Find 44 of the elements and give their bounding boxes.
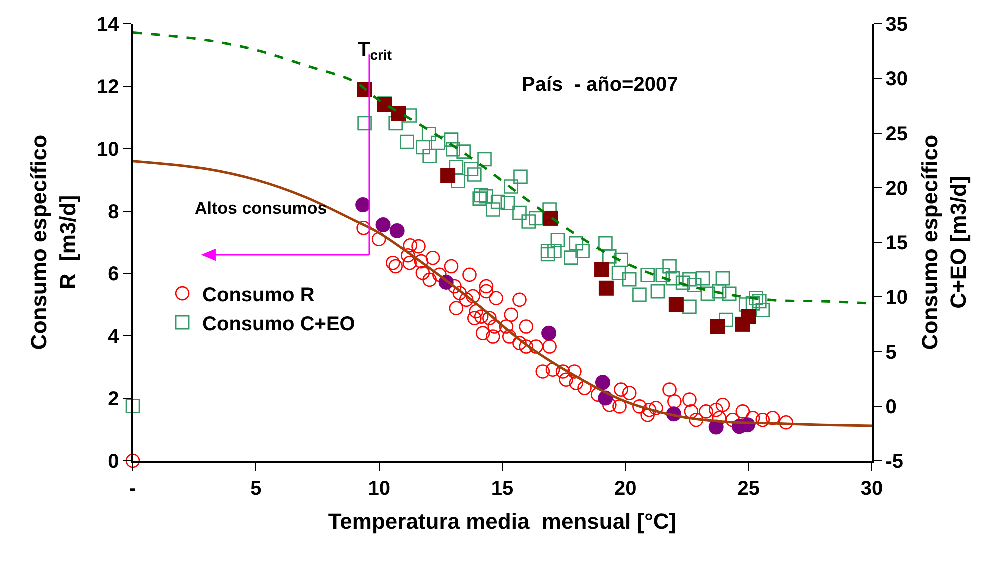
y2-tick-label: 35 — [886, 14, 908, 36]
ref-line-label: T$_{crit}$ — [358, 39, 392, 64]
y-tick-label: 14 — [97, 14, 120, 36]
point — [391, 106, 406, 122]
y-tick-label: 0 — [108, 451, 120, 473]
ref-line-label: Altos consumos — [195, 199, 328, 218]
x-tick-label: 10 — [368, 478, 390, 500]
point — [598, 280, 614, 296]
y2-tick-label: 30 — [886, 68, 908, 91]
point — [741, 309, 756, 324]
y-tick-label: 4 — [108, 326, 120, 348]
y2-tick-label: 15 — [886, 232, 908, 254]
x-tick-label: - — [130, 478, 136, 500]
y2-tick-label: -5 — [886, 451, 904, 473]
y-tick-label: 12 — [97, 76, 120, 98]
y2-tick-label: 25 — [886, 123, 908, 146]
x-tick-label: 5 — [250, 478, 262, 500]
y-tick-label: 8 — [108, 201, 120, 224]
y2-tick-label: 5 — [886, 342, 897, 364]
point — [376, 218, 391, 233]
y-tick-label: 10 — [97, 138, 120, 161]
point — [542, 326, 557, 341]
point — [668, 297, 684, 312]
legend-label: Consumo R — [202, 284, 316, 306]
y-tick-label: 2 — [108, 388, 120, 411]
y2-tick-label: 0 — [886, 396, 897, 418]
annotation: País - año=2007 — [522, 74, 678, 96]
x-tick-label: 20 — [614, 478, 637, 500]
point — [356, 198, 371, 213]
y2-axis-title: Consumo específico C+EO [m3/d] — [917, 134, 971, 350]
point — [596, 375, 610, 390]
x-tick-label: 30 — [860, 478, 884, 500]
y2-tick-label: 10 — [886, 287, 908, 310]
legend-label: Consumo C+EO — [202, 313, 356, 336]
x-tick-label: 25 — [738, 478, 760, 500]
y-tick-label: 6 — [108, 264, 120, 286]
point — [390, 223, 405, 238]
y2-tick-label: 20 — [886, 178, 908, 200]
y-axis-title: Consumo específico R [m3/d] — [26, 134, 80, 350]
point — [594, 262, 610, 278]
x-axis-title: Temperatura media mensual [°C] — [328, 509, 677, 534]
point — [440, 168, 456, 184]
point — [710, 319, 726, 334]
x-tick-label: 15 — [491, 478, 514, 500]
